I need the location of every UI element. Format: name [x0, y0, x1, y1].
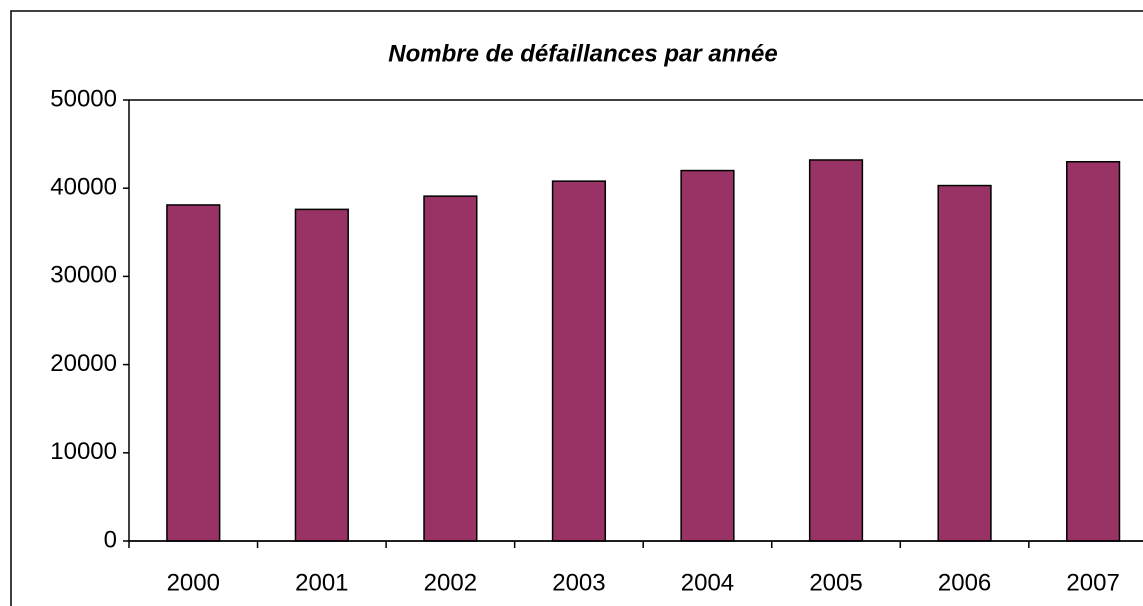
y-tick-label: 50000: [50, 85, 117, 112]
bar: [166, 204, 221, 542]
x-tick-label: 2001: [295, 569, 348, 596]
x-tick-label: 2004: [681, 569, 734, 596]
y-tick-label: 0: [104, 526, 117, 553]
bar: [808, 159, 864, 542]
bar: [937, 184, 992, 542]
x-tick-label: 2000: [167, 569, 220, 596]
bar: [1066, 160, 1121, 542]
x-tick-label: 2002: [424, 569, 477, 596]
chart-title: Nombre de défaillances par année: [388, 40, 777, 67]
bar: [294, 208, 349, 542]
y-tick-label: 40000: [50, 174, 117, 201]
x-tick-label: 2006: [938, 569, 991, 596]
bar: [551, 180, 607, 542]
y-tick-label: 20000: [50, 350, 117, 377]
bar: [423, 195, 478, 542]
x-tick-label: 2007: [1066, 569, 1119, 596]
y-tick-label: 30000: [50, 262, 117, 289]
x-tick-label: 2003: [552, 569, 605, 596]
x-tick-label: 2005: [809, 569, 862, 596]
bar: [680, 169, 735, 542]
y-tick-label: 10000: [50, 438, 117, 465]
